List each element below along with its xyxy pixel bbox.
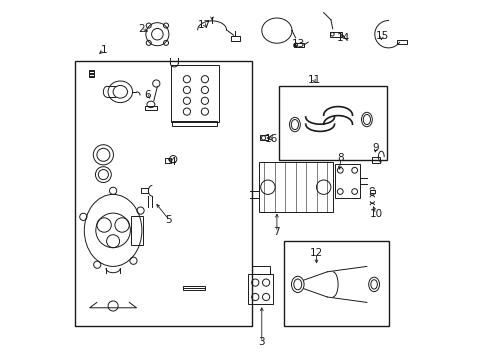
Text: 7: 7	[273, 227, 280, 237]
Bar	[371, 157, 380, 163]
Bar	[284, 241, 387, 326]
Text: 15: 15	[375, 31, 388, 41]
Bar	[258, 162, 332, 212]
Bar	[329, 32, 341, 37]
Text: 4: 4	[169, 157, 176, 167]
Bar	[183, 286, 204, 290]
Bar	[251, 266, 269, 274]
Bar	[278, 86, 386, 160]
Bar	[75, 61, 251, 326]
Bar	[164, 158, 171, 163]
Text: 10: 10	[368, 209, 382, 219]
Bar	[89, 70, 94, 77]
Bar	[141, 188, 148, 193]
Bar	[172, 121, 217, 126]
Text: 5: 5	[165, 215, 172, 225]
Text: 1: 1	[101, 45, 107, 55]
Text: 12: 12	[309, 248, 323, 258]
Text: 2: 2	[138, 24, 144, 34]
Text: 6: 6	[143, 90, 150, 100]
Bar	[247, 274, 273, 304]
Bar	[369, 190, 374, 193]
Bar	[145, 106, 156, 110]
Text: 13: 13	[291, 39, 305, 49]
Bar	[259, 135, 267, 140]
Text: 14: 14	[336, 33, 349, 43]
Bar	[170, 65, 219, 122]
Text: 11: 11	[307, 75, 320, 85]
Bar	[293, 43, 303, 47]
Text: 9: 9	[372, 143, 378, 153]
Bar	[396, 40, 406, 44]
Text: 3: 3	[258, 337, 264, 347]
Bar	[231, 36, 239, 41]
Text: 17: 17	[198, 20, 211, 30]
Bar	[131, 216, 142, 245]
Text: 8: 8	[337, 153, 344, 163]
Text: 16: 16	[264, 134, 278, 144]
Bar	[335, 164, 359, 198]
